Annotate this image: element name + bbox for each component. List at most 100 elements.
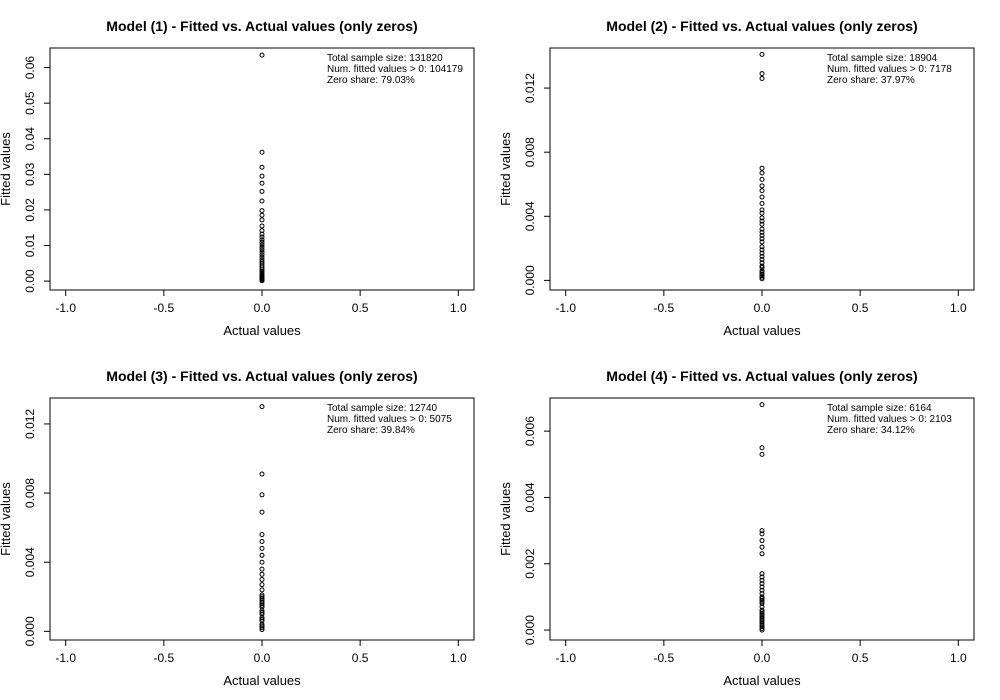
data-point (259, 149, 265, 155)
y-tick-label: 0.06 (23, 56, 37, 80)
data-point (759, 176, 765, 182)
data-point (259, 267, 265, 273)
data-point (259, 212, 265, 218)
data-point (259, 223, 265, 229)
data-point (759, 271, 765, 277)
data-point (759, 200, 765, 206)
data-point (759, 269, 765, 275)
y-tick-label: 0.008 (523, 137, 537, 167)
x-tick-label: 1.0 (450, 651, 467, 665)
data-point (759, 239, 765, 245)
annotation-line: Total sample size: 131820 (327, 53, 443, 64)
data-point (259, 471, 265, 477)
chart-title: Model (3) - Fitted vs. Actual values (on… (106, 368, 417, 384)
data-point (759, 609, 765, 615)
data-point (259, 208, 265, 214)
data-point (759, 538, 765, 544)
y-tick-label: 0.000 (523, 615, 537, 645)
data-point (259, 244, 265, 250)
data-point (259, 623, 265, 629)
x-axis-label: Actual values (223, 323, 301, 338)
data-point (759, 233, 765, 239)
annotation-line: Zero share: 37.97% (827, 75, 915, 86)
x-tick-label: -1.0 (55, 301, 76, 315)
data-point (759, 625, 765, 631)
y-tick-label: 0.004 (523, 201, 537, 231)
data-point (759, 276, 765, 282)
x-tick-label: 1.0 (950, 301, 967, 315)
data-point (759, 165, 765, 171)
x-tick-label: 1.0 (450, 301, 467, 315)
data-point (759, 544, 765, 550)
data-point (259, 616, 265, 622)
data-point (759, 581, 765, 587)
data-point (759, 244, 765, 250)
data-point (759, 253, 765, 259)
x-tick-label: 0.0 (254, 651, 271, 665)
y-axis-label: Fitted values (0, 132, 13, 206)
chart-panel-1: Model (1) - Fitted vs. Actual values (on… (0, 18, 475, 338)
data-point (759, 194, 765, 200)
data-point (759, 604, 765, 610)
data-point (759, 188, 765, 194)
x-tick-label: -0.5 (154, 651, 175, 665)
y-tick-label: 0.04 (23, 127, 37, 151)
chart-panel-4: Model (4) - Fitted vs. Actual values (on… (498, 368, 975, 688)
data-point (759, 170, 765, 176)
x-tick-label: -0.5 (654, 651, 675, 665)
data-point (759, 591, 765, 597)
data-point (759, 210, 765, 216)
data-point (759, 612, 765, 618)
data-point (759, 71, 765, 77)
data-point (759, 207, 765, 213)
data-point (259, 627, 265, 633)
y-tick-label: 0.03 (23, 162, 37, 186)
data-point (759, 51, 765, 57)
x-axis-label: Actual values (723, 673, 801, 688)
data-point (759, 226, 765, 232)
y-tick-label: 0.008 (23, 478, 37, 508)
data-point (759, 577, 765, 583)
data-point (759, 263, 765, 269)
y-tick-label: 0.02 (23, 198, 37, 222)
data-point (759, 594, 765, 600)
data-point (259, 532, 265, 538)
data-point (759, 587, 765, 593)
y-tick-label: 0.000 (523, 265, 537, 295)
data-point (259, 164, 265, 170)
data-point (259, 52, 265, 58)
y-tick-label: 0.002 (523, 548, 537, 578)
data-point (259, 625, 265, 631)
data-point (759, 584, 765, 590)
data-point (759, 257, 765, 263)
y-axis-label: Fitted values (498, 132, 513, 206)
y-tick-label: 0.004 (23, 547, 37, 577)
x-tick-label: -0.5 (154, 301, 175, 315)
x-tick-label: -1.0 (555, 301, 576, 315)
data-point (759, 215, 765, 221)
data-point (759, 627, 765, 633)
data-point (259, 618, 265, 624)
x-tick-label: 0.0 (254, 301, 271, 315)
data-point (759, 574, 765, 580)
x-tick-label: 1.0 (950, 651, 967, 665)
data-point (759, 607, 765, 613)
x-tick-label: 0.0 (754, 651, 771, 665)
data-point (259, 254, 265, 260)
annotation-line: Total sample size: 18904 (827, 53, 938, 64)
data-point (259, 509, 265, 515)
annotation-line: Zero share: 39.84% (327, 425, 415, 436)
data-point (759, 75, 765, 81)
x-axis-label: Actual values (223, 673, 301, 688)
y-tick-label: 0.00 (23, 269, 37, 293)
data-point (259, 577, 265, 582)
data-point (259, 234, 265, 240)
data-point (259, 538, 265, 544)
data-point (259, 173, 265, 179)
data-point (259, 247, 265, 253)
data-point (759, 597, 765, 603)
data-point (759, 268, 765, 274)
data-point (759, 596, 765, 602)
data-point (259, 180, 265, 186)
chart-panel-2: Model (2) - Fitted vs. Actual values (on… (498, 18, 975, 338)
